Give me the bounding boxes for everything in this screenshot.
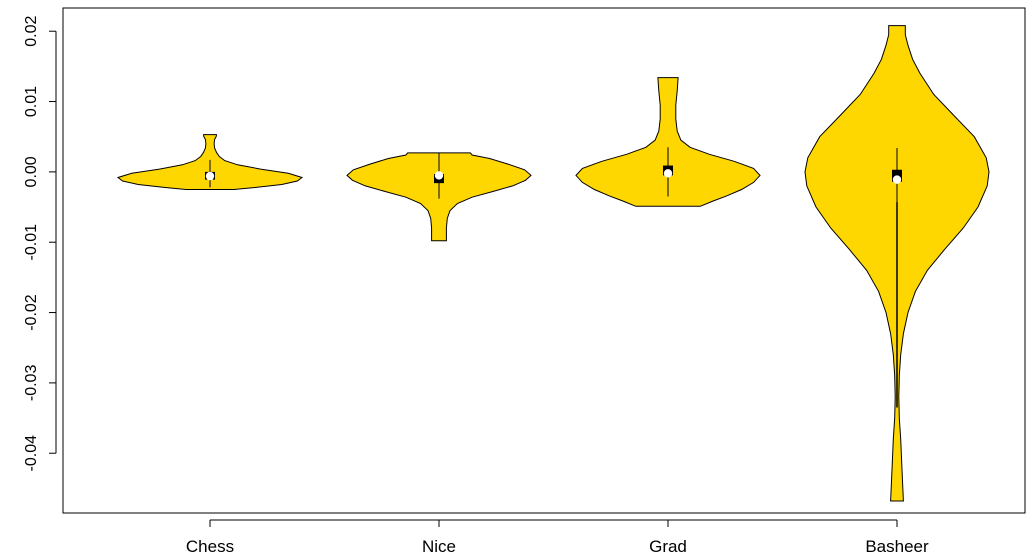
y-tick-label: 0.00 (23, 156, 40, 187)
y-tick-label: -0.02 (23, 294, 40, 331)
violin-median-point (892, 175, 902, 184)
violin-median-point (205, 171, 215, 181)
violin-nice (346, 152, 532, 242)
x-axis: Chess Nice Grad Basheer (186, 519, 929, 556)
y-tick-label: 0.02 (23, 16, 40, 47)
y-tick-label: -0.03 (23, 365, 40, 402)
violin-grad (575, 77, 761, 207)
y-tick-label: -0.01 (23, 224, 40, 261)
y-tick-label: 0.01 (23, 86, 40, 117)
x-tick-label: Basheer (865, 537, 929, 556)
x-tick-label: Grad (649, 537, 687, 556)
y-tick-label: -0.04 (23, 435, 40, 472)
violin-basheer (804, 25, 990, 502)
violin-chess (116, 134, 304, 190)
x-tick-label: Chess (186, 537, 234, 556)
plot-frame (62, 7, 1026, 514)
y-axis: 0.02 0.01 0.00 -0.01 -0.02 -0.03 -0.04 (23, 16, 57, 472)
violin-median-point (434, 171, 444, 180)
violins (116, 25, 990, 502)
violin-body (575, 77, 761, 207)
violin-median-point (663, 169, 673, 178)
x-tick-label: Nice (422, 537, 456, 556)
